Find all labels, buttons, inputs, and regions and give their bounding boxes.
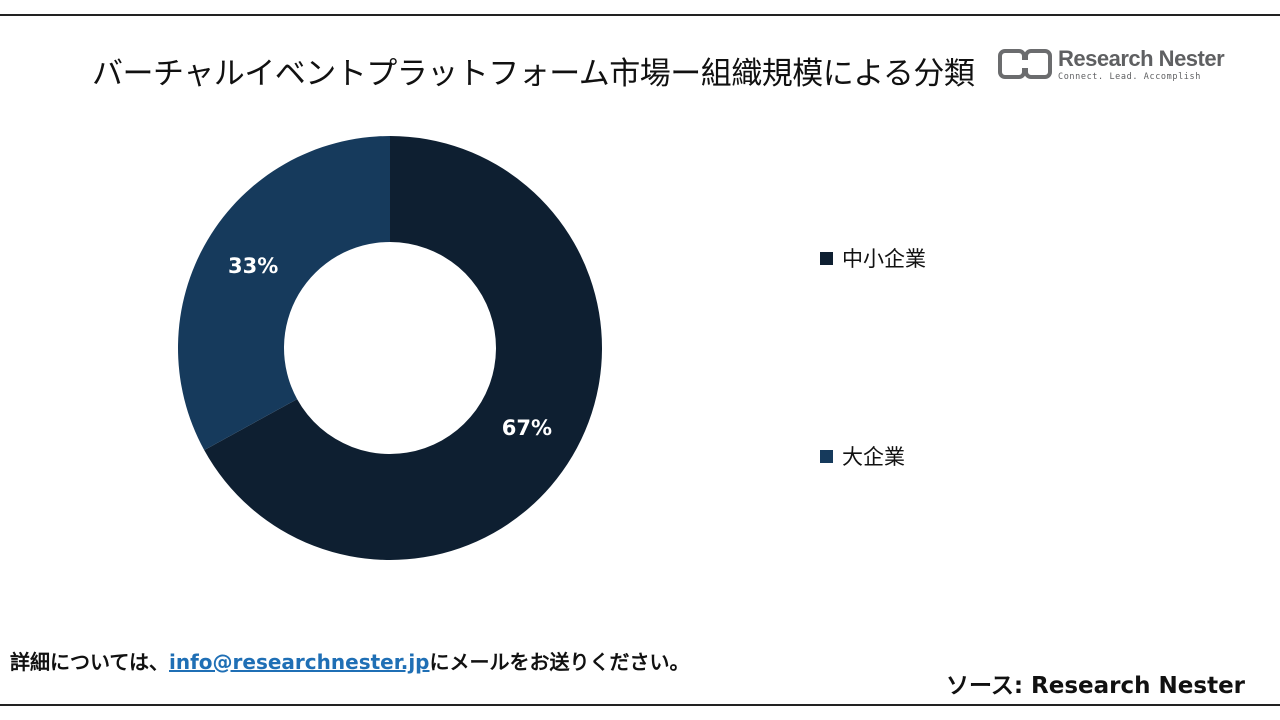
contact-note: 詳細については、info@researchnester.jpにメールをお送りくだ… — [10, 646, 690, 675]
data-label-1: 33% — [228, 254, 278, 278]
legend-item-sme: 中小企業 — [820, 243, 926, 273]
chart-title: バーチャルイベントプラットフォーム市場ー組織規模による分類 — [92, 56, 975, 92]
logo-name: Research Nester — [1058, 46, 1225, 71]
donut-slice-0 — [204, 136, 603, 560]
data-label-0: 67% — [502, 416, 552, 440]
legend-label-large: 大企業 — [842, 445, 905, 469]
source-label: ソース: Research Nester — [946, 673, 1246, 699]
contact-suffix: にメールをお送りください。 — [429, 650, 690, 674]
logo-tagline: Connect. Lead. Accomplish — [1058, 72, 1201, 82]
legend-label-sme: 中小企業 — [842, 247, 926, 271]
donut-slice-1 — [178, 136, 390, 451]
contact-email-link[interactable]: info@researchnester.jp — [169, 650, 430, 674]
contact-prefix: 詳細については、 — [10, 650, 169, 674]
research-nester-logo: Research Nester Connect. Lead. Accomplis… — [998, 44, 1228, 88]
logo-mark-icon — [998, 49, 1052, 79]
bottom-border — [0, 704, 1280, 706]
legend-item-large: 大企業 — [820, 441, 905, 471]
top-border — [0, 14, 1280, 16]
legend-swatch-large — [820, 449, 833, 463]
legend-swatch-sme — [820, 251, 833, 265]
donut-chart: 67% 33% — [178, 136, 603, 560]
